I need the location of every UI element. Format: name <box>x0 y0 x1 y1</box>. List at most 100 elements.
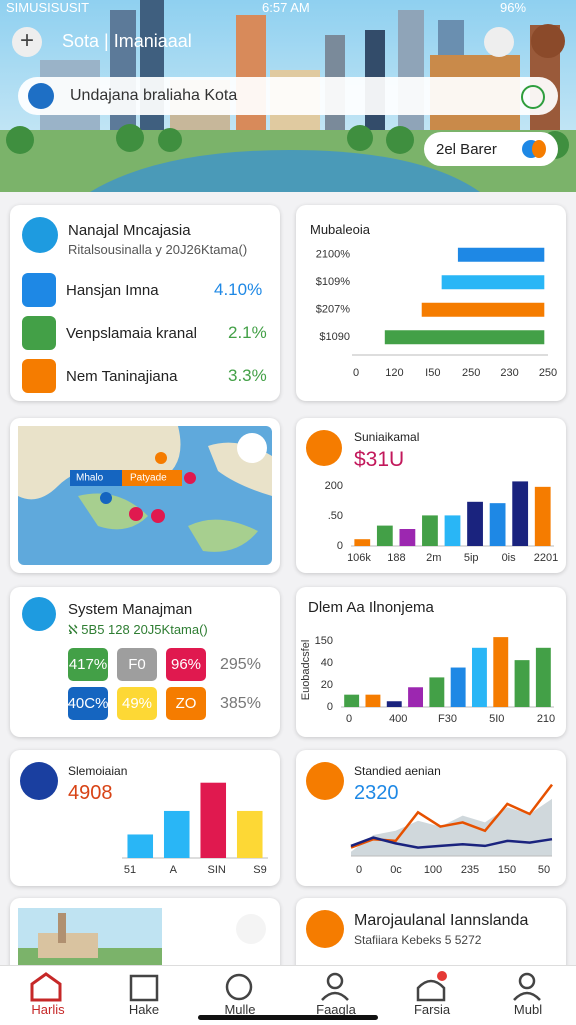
item-icon <box>22 316 56 350</box>
tile: F0 <box>117 648 157 681</box>
card-title: Slemoiaian <box>68 764 128 778</box>
bar <box>421 302 545 317</box>
nav-item[interactable]: Hake <box>128 1002 160 1017</box>
status-time: 6:57 AM <box>262 0 310 15</box>
range-chart: 2100% $109% $207% $1090 0 120 I50 250 230 250 <box>316 247 557 379</box>
overview-card[interactable]: Nanajal Mncajasia Ritalsousinalla y 20J2… <box>10 205 280 401</box>
line-chart-card[interactable]: Standied aenian 2320 0 0c 100 235 150 50 <box>296 750 566 886</box>
bar-chart-card[interactable]: Dlem Aa Ilnonjema 150 40 20 0 Euobadcsfel 0 40… <box>296 587 566 737</box>
bar <box>441 275 545 290</box>
bar <box>450 667 466 707</box>
app-title: Sota | Imaniaaal <box>62 31 192 51</box>
x-label: 50 <box>538 864 550 876</box>
bar <box>386 701 402 707</box>
item-icon <box>22 273 56 307</box>
card-title: Standied aenian <box>354 764 441 778</box>
item-value: 4.10% <box>214 280 263 299</box>
item-label: Venpslamaia kranal <box>66 325 197 342</box>
range-chart-card[interactable]: Mubaleoia 2100% $109% $207% $1090 0 120 I50 250… <box>296 205 566 401</box>
x-label: 250 <box>539 367 557 379</box>
side-value: 385% <box>220 695 261 712</box>
bar-chart: 150 40 20 0 Euobadcsfel 0 400 F30 5I0 210 <box>300 635 555 725</box>
nav-item[interactable]: Farsia <box>413 1002 451 1017</box>
bar <box>535 647 551 707</box>
side-value: 295% <box>220 656 261 673</box>
nav-item[interactable]: Mulle <box>224 1002 256 1017</box>
location-chip[interactable]: 2el Barer <box>424 132 558 166</box>
chip-text: 2el Barer <box>436 141 497 158</box>
bar-chart-card[interactable]: Slemoiaian 4908 51 A SIN S9 <box>10 750 280 886</box>
x-label: A <box>170 864 178 876</box>
search-icon <box>28 83 54 109</box>
bar <box>429 677 445 707</box>
bar <box>127 834 154 858</box>
x-label: 235 <box>461 864 479 876</box>
x-label: 51 <box>124 864 136 876</box>
card-icon <box>20 762 58 800</box>
item-label: Hansjan Imna <box>66 282 159 299</box>
card-icon <box>306 910 344 948</box>
bar <box>384 330 545 345</box>
y-label: $109% <box>316 276 350 288</box>
chip-icon-2 <box>532 140 546 158</box>
bar <box>534 486 551 546</box>
bar <box>514 660 530 707</box>
card-title: System Manajman <box>68 601 193 618</box>
line-chart: 0 0c 100 235 150 50 <box>350 783 553 876</box>
x-label: 230 <box>500 367 518 379</box>
item-icon <box>22 359 56 393</box>
x-label: 100 <box>424 864 442 876</box>
x-label: 210 <box>537 713 555 725</box>
map-label: Mhalo <box>76 473 104 484</box>
card-subtitle: Stafiiara Kebeks 5 5272 <box>354 933 482 947</box>
action-button[interactable] <box>236 914 266 944</box>
bar-chart-card[interactable]: Suniaikamal $31U 200.50 0 106k 188 2m 5ip 0is 2… <box>296 418 566 573</box>
x-label: 2m <box>426 552 441 564</box>
x-label: 106k <box>347 552 371 564</box>
x-label: 2201 <box>534 552 558 564</box>
status-carrier: SIMUSISUSIT <box>6 0 90 15</box>
tile: 40C% <box>68 687 108 720</box>
card-title: Nanajal Mncajasia <box>68 222 191 239</box>
bar <box>489 503 506 546</box>
x-label: 120 <box>385 367 403 379</box>
status-battery: 96% <box>500 0 527 15</box>
y-label: 2100% <box>316 249 350 261</box>
y-label: 40 <box>321 657 333 669</box>
search-button[interactable] <box>484 27 514 57</box>
search-bar[interactable]: Undajana braliaha Kota <box>18 77 558 115</box>
grid-button[interactable] <box>531 24 565 58</box>
x-label: 0c <box>390 864 402 876</box>
y-label: .50 <box>328 510 343 522</box>
bar <box>493 637 509 707</box>
nav-item[interactable]: Faagla <box>316 1002 356 1017</box>
nav-item[interactable]: Mubl <box>513 1002 543 1017</box>
x-label: 400 <box>389 713 407 725</box>
card-value: 4908 <box>68 782 113 804</box>
bar <box>444 515 461 546</box>
card-icon <box>22 597 56 631</box>
home-indicator <box>198 1015 378 1020</box>
info-card[interactable]: Marojaulanal Iannslanda Stafiiara Kebeks… <box>296 898 566 978</box>
y-label: 200 <box>325 480 343 492</box>
x-label: S9 <box>253 864 266 876</box>
card-value: $31U <box>354 448 405 471</box>
menu-button[interactable]: + <box>12 27 42 57</box>
x-label: SIN <box>207 864 225 876</box>
card-title: Mubaleoia <box>310 222 370 237</box>
map: Mhalo Patyade <box>18 426 272 565</box>
bar <box>200 782 227 858</box>
system-card[interactable]: System Manajman ℵ 5B5 128 20J5Ktama() 41… <box>10 587 280 737</box>
map-label: Patyade <box>130 473 167 484</box>
voice-icon <box>521 85 545 109</box>
nav-item[interactable]: Harlis <box>31 1002 65 1017</box>
card-value: 2320 <box>354 782 399 804</box>
x-label: 0 <box>346 713 352 725</box>
x-label: F30 <box>438 713 457 725</box>
card-title: Dlem Aa Ilnonjema <box>308 599 434 616</box>
tile: 49% <box>117 687 157 720</box>
bar <box>471 647 487 707</box>
x-label: 5ip <box>464 552 479 564</box>
map-card[interactable]: Mhalo Patyade <box>10 418 280 573</box>
